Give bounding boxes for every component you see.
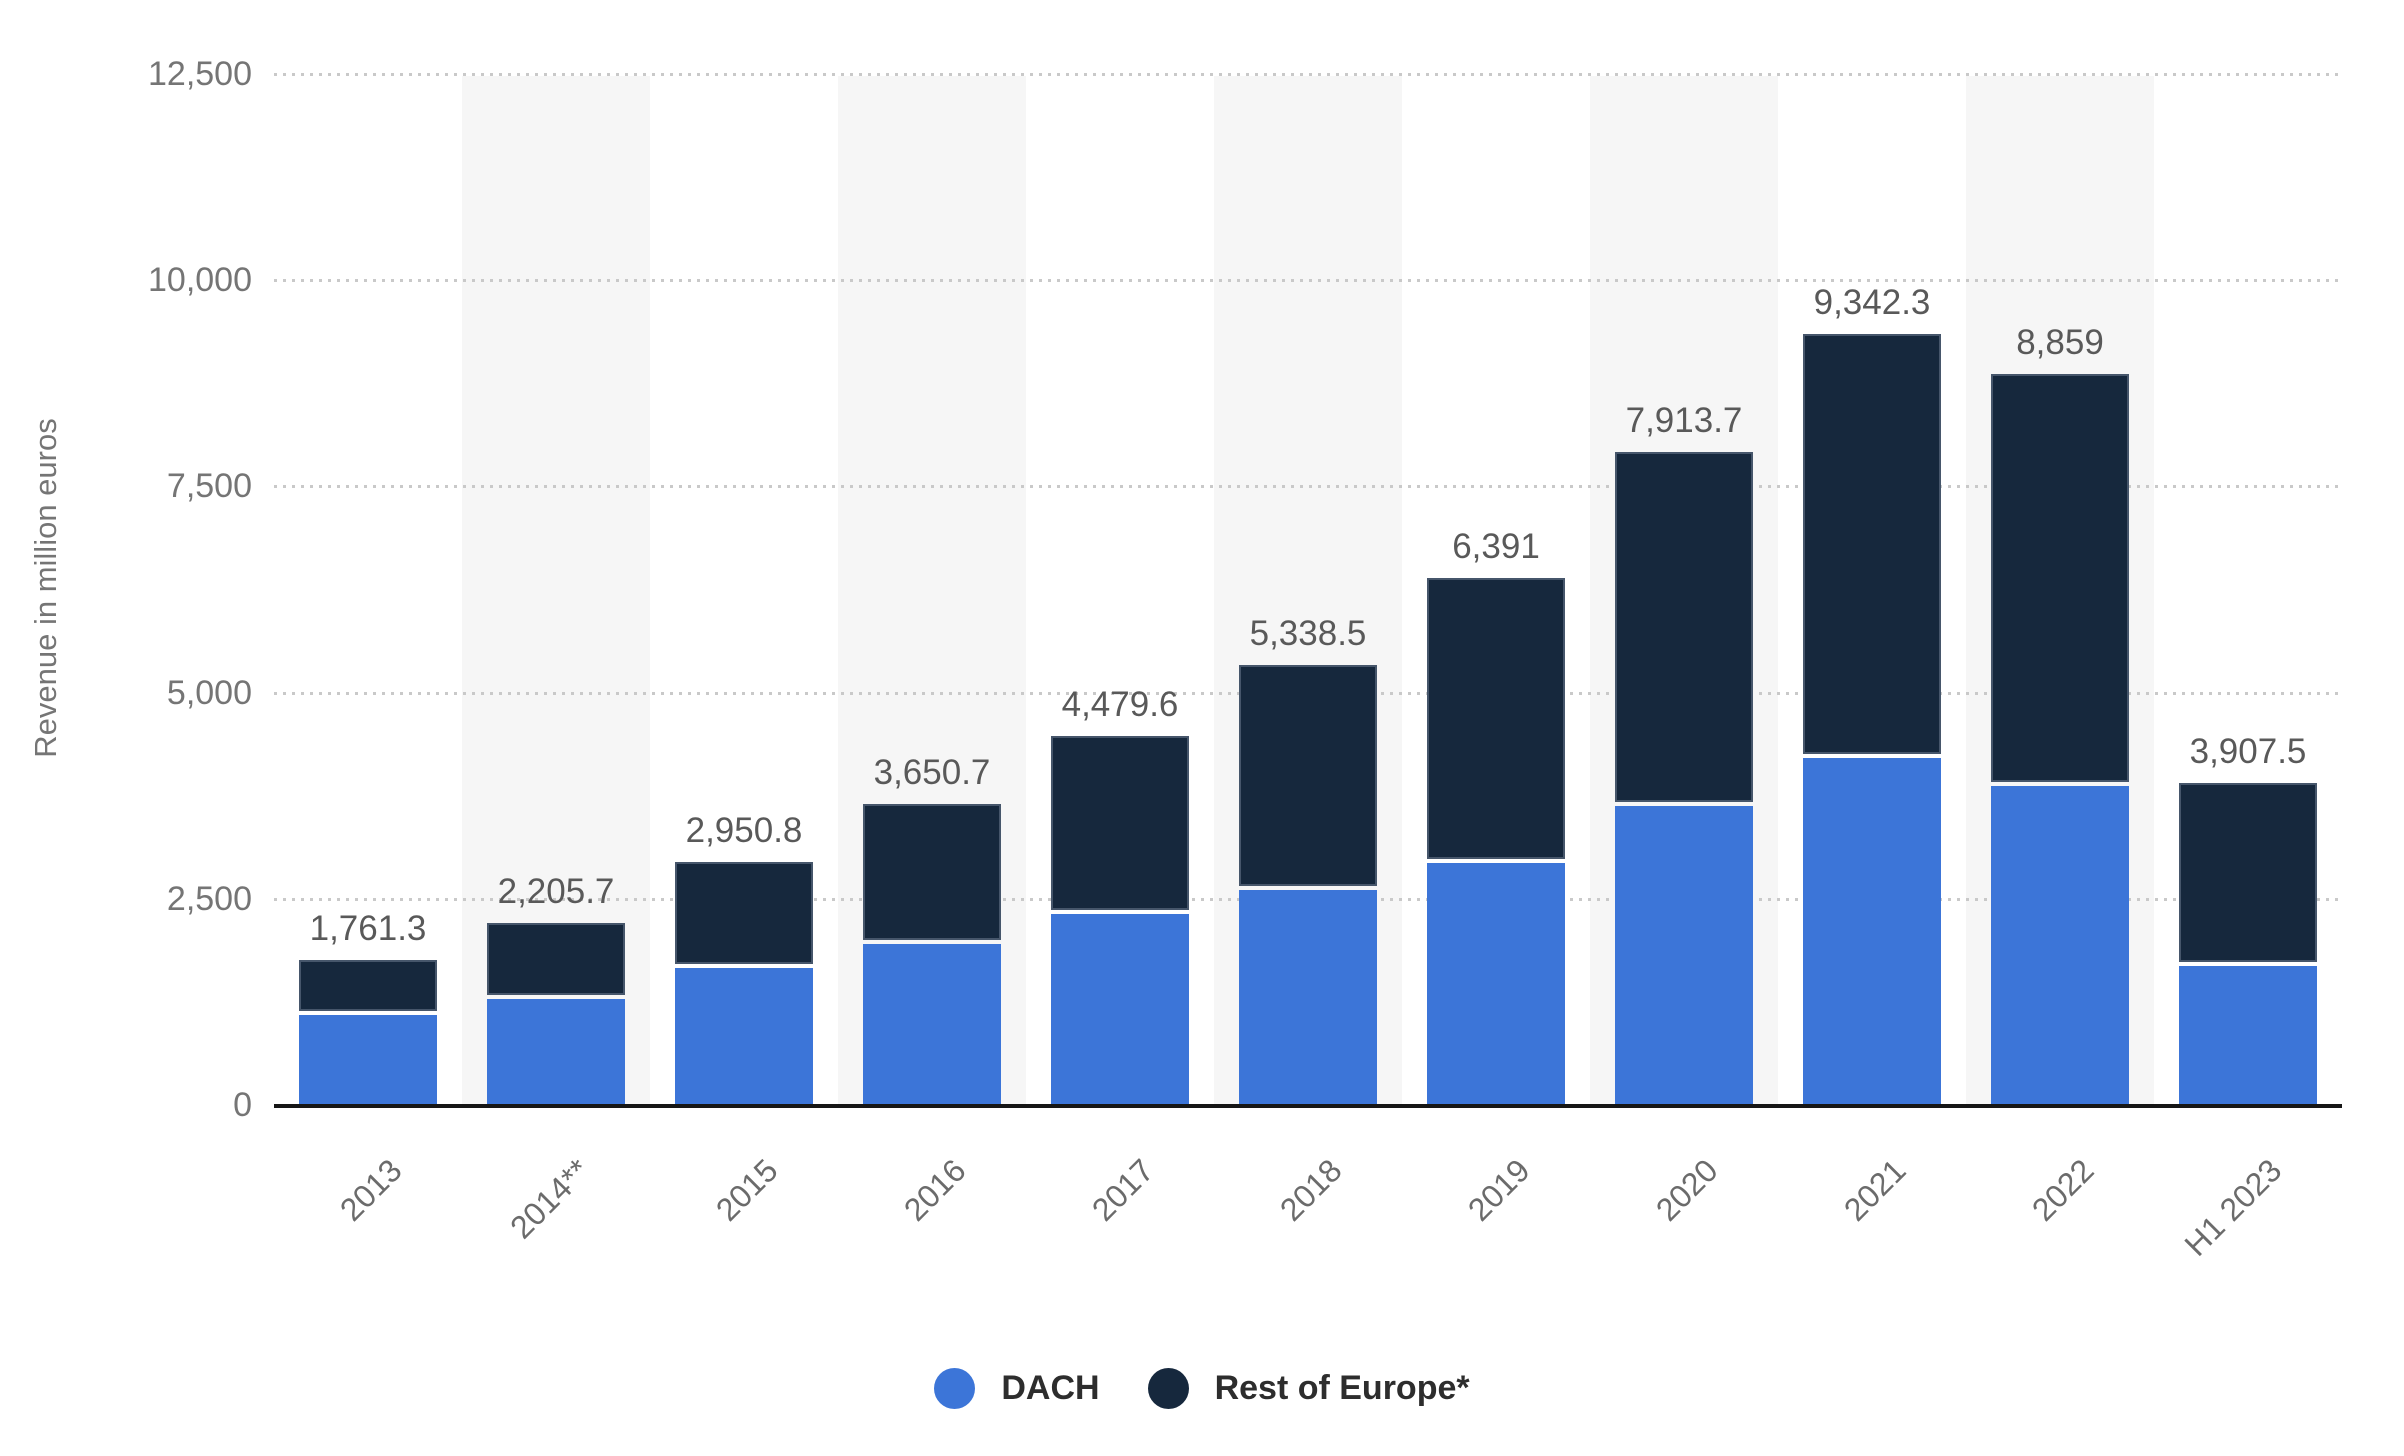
bar-segment-dach[interactable] (2179, 965, 2317, 1105)
x-axis-label: 2019 (1460, 1152, 1537, 1228)
y-gridline (274, 73, 2342, 76)
y-tick-label: 0 (233, 1086, 252, 1124)
x-axis-label: 2015 (708, 1152, 785, 1228)
bar-2017 (1051, 735, 1189, 1105)
bar-segment-dach[interactable] (1239, 890, 1377, 1105)
x-axis-line (274, 1104, 2342, 1108)
bar-total-label: 1,761.3 (309, 909, 427, 948)
bar-2021 (1803, 334, 1941, 1105)
y-gridline (274, 485, 2342, 488)
bar-2013 (299, 959, 437, 1105)
x-axis-label: 2014** (503, 1152, 597, 1246)
legend-item-dach[interactable]: DACH (934, 1368, 1100, 1409)
bar-2016 (863, 803, 1001, 1105)
bar-total-label: 2,950.8 (685, 811, 803, 850)
bar-segment-dach[interactable] (299, 1015, 437, 1105)
bar-total-label: 6,391 (1452, 527, 1540, 566)
bar-segment-rest-of-europe[interactable] (1427, 577, 1565, 859)
bar-total-label: 9,342.3 (1813, 283, 1931, 322)
x-axis-label: 2018 (1272, 1152, 1349, 1228)
x-axis-label: 2016 (896, 1152, 973, 1228)
x-axis-label: 2022 (2024, 1152, 2101, 1228)
y-tick-label: 10,000 (148, 261, 252, 299)
bar-total-label: 3,650.7 (873, 753, 991, 792)
bar-2020 (1615, 452, 1753, 1105)
bar-2015 (675, 861, 813, 1105)
legend-dot-icon (934, 1368, 976, 1409)
y-tick-label: 7,500 (166, 467, 252, 505)
bar-segment-rest-of-europe[interactable] (1803, 334, 1941, 754)
x-axis-label: 2013 (332, 1152, 409, 1228)
bar-segment-rest-of-europe[interactable] (487, 923, 625, 995)
legend-dot-icon (1147, 1368, 1189, 1409)
bar-segment-rest-of-europe[interactable] (675, 861, 813, 964)
bar-2014** (487, 923, 625, 1105)
bar-segment-rest-of-europe[interactable] (1991, 374, 2129, 782)
y-tick-label: 12,500 (148, 55, 252, 93)
x-axis-label: 2020 (1648, 1152, 1725, 1228)
bar-segment-dach[interactable] (487, 998, 625, 1105)
bar-segment-dach[interactable] (1051, 913, 1189, 1105)
bar-segment-rest-of-europe[interactable] (1051, 735, 1189, 910)
y-tick-label: 5,000 (166, 674, 252, 712)
bar-segment-dach[interactable] (863, 944, 1001, 1105)
legend: DACH Rest of Europe* (0, 1368, 2404, 1409)
legend-label: Rest of Europe* (1214, 1369, 1470, 1407)
bar-2019 (1427, 577, 1565, 1105)
bar-total-label: 5,338.5 (1249, 614, 1367, 653)
bar-segment-dach[interactable] (1427, 862, 1565, 1105)
x-axis-label: H1 2023 (2177, 1152, 2289, 1264)
bar-total-label: 8,859 (2016, 323, 2104, 362)
bar-segment-dach[interactable] (1615, 805, 1753, 1105)
bar-segment-rest-of-europe[interactable] (2179, 782, 2317, 962)
bar-segment-dach[interactable] (1991, 785, 2129, 1105)
bar-2022 (1991, 374, 2129, 1105)
bar-segment-dach[interactable] (675, 967, 813, 1105)
bar-total-label: 3,907.5 (2189, 732, 2307, 771)
y-tick-label: 2,500 (166, 880, 252, 918)
bar-total-label: 7,913.7 (1625, 401, 1743, 440)
legend-item-rest-of-europe[interactable]: Rest of Europe* (1147, 1368, 1470, 1409)
bar-H1 2023 (2179, 782, 2317, 1105)
bar-segment-rest-of-europe[interactable] (1615, 452, 1753, 802)
bar-total-label: 2,205.7 (497, 872, 615, 911)
bar-segment-rest-of-europe[interactable] (1239, 664, 1377, 887)
x-axis-label: 2021 (1836, 1152, 1913, 1228)
y-gridline (274, 279, 2342, 282)
bar-segment-dach[interactable] (1803, 757, 1941, 1105)
x-axis-label: 2017 (1084, 1152, 1161, 1228)
bar-total-label: 4,479.6 (1061, 685, 1179, 724)
legend-label: DACH (1001, 1369, 1100, 1407)
bar-2018 (1239, 664, 1377, 1105)
bar-segment-rest-of-europe[interactable] (863, 803, 1001, 941)
bar-segment-rest-of-europe[interactable] (299, 959, 437, 1012)
